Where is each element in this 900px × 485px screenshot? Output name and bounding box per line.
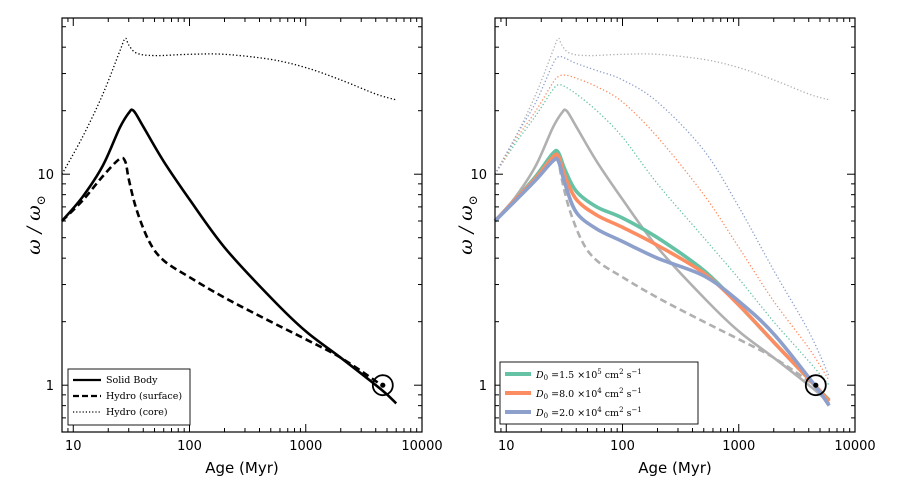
y-tick-label-right: 1	[479, 379, 487, 394]
legend-left: Solid Body Hydro (surface) Hydro (core)	[67, 368, 191, 426]
x-tick-label-right: 10000	[834, 439, 875, 454]
sun-marker-ring-left	[371, 374, 394, 397]
y-tick-label-left: 10	[37, 168, 54, 183]
sun-marker-dot-left	[380, 382, 386, 388]
series-line-right-5	[493, 156, 831, 407]
x-tick-label-right: 10	[498, 439, 515, 454]
axes-frame-right	[494, 17, 856, 433]
panel-right: 10 100 1000 10000 1 10 Age (Myr) ω / ω⊙ D0 =1…	[455, 17, 876, 477]
legend-label-d0-3: D0 =2.0 ×104 cm2 s−1	[535, 406, 642, 420]
x-tick-label-left: 10	[65, 439, 82, 454]
legend-label-d0-1: D0 =1.5 ×105 cm2 s−1	[535, 368, 642, 382]
y-tick-label-right: 10	[470, 168, 487, 183]
series-line-left-0	[61, 108, 398, 405]
x-axis-label-left: Age (Myr)	[205, 459, 278, 477]
legend-label-solid-body: Solid Body	[106, 375, 158, 386]
ticks-right: 10 100 1000 10000 1 10	[470, 18, 876, 454]
plot-area-left	[61, 37, 398, 405]
legend-label-hydro-core: Hydro (core)	[106, 407, 168, 418]
x-axis-label-right: Age (Myr)	[638, 459, 711, 477]
y-axis-label-right: ω / ω⊙	[455, 195, 480, 255]
legend-box-right	[499, 361, 699, 425]
panel-left: 10 100 1000 10000 1 10 Age (Myr) ω / ω⊙ Solid…	[23, 17, 443, 477]
ticks-left: 10 100 1000 10000 1 10	[37, 18, 443, 454]
plot-area-right	[493, 37, 831, 407]
x-tick-label-left: 1000	[289, 439, 322, 454]
y-tick-label-left: 1	[46, 379, 54, 394]
axes-frame-left	[61, 17, 423, 433]
x-tick-label-right: 1000	[722, 439, 755, 454]
legend-box-left	[67, 368, 191, 426]
x-tick-label-left: 10000	[401, 439, 442, 454]
legend-label-hydro-surface: Hydro (surface)	[106, 391, 182, 402]
series-line-right-0	[494, 108, 831, 405]
x-tick-label-right: 100	[610, 439, 635, 454]
x-tick-label-left: 100	[177, 439, 202, 454]
series-line-left-1	[61, 156, 383, 387]
legend-right: D0 =1.5 ×105 cm2 s−1 D0 =8.0 ×104 cm2 s−…	[499, 361, 699, 425]
sun-marker-ring-right	[804, 374, 827, 397]
y-axis-label-left: ω / ω⊙	[23, 195, 48, 255]
legend-label-d0-2: D0 =8.0 ×104 cm2 s−1	[535, 387, 642, 401]
sun-marker-dot-right	[813, 382, 819, 388]
